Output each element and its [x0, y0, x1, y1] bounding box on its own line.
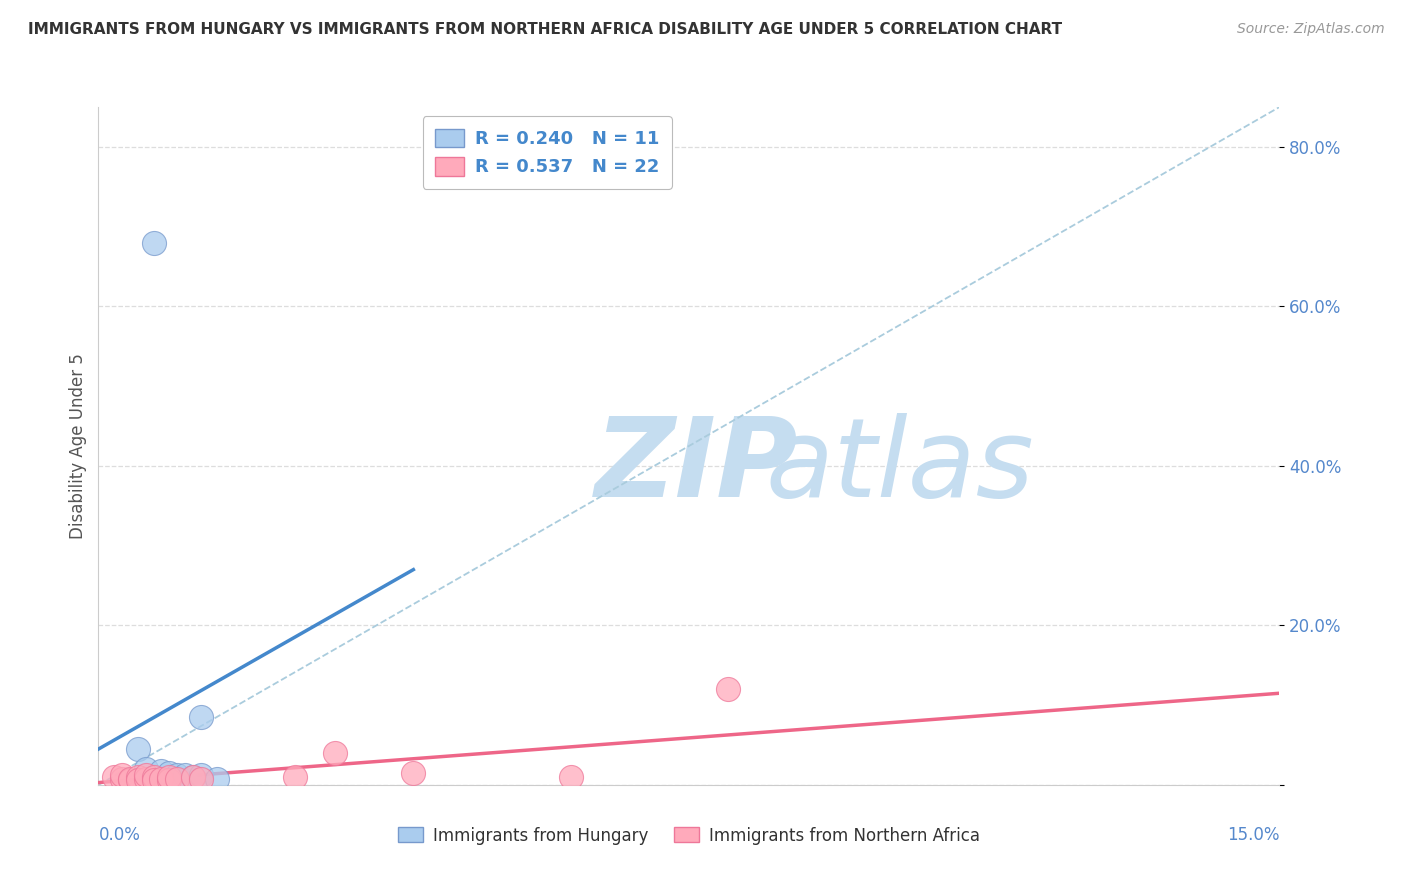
- Text: 0.0%: 0.0%: [98, 826, 141, 844]
- Point: [181, 770, 204, 784]
- Point: [157, 766, 180, 780]
- Point: [190, 772, 212, 786]
- Point: [205, 772, 228, 786]
- Point: [127, 773, 149, 788]
- Point: [181, 770, 204, 784]
- Point: [111, 768, 134, 782]
- Point: [717, 682, 740, 697]
- Text: 15.0%: 15.0%: [1227, 826, 1279, 844]
- Point: [157, 773, 180, 788]
- Point: [111, 772, 134, 786]
- Point: [560, 770, 582, 784]
- Point: [135, 762, 157, 776]
- Point: [118, 773, 141, 788]
- Point: [150, 764, 173, 778]
- Point: [157, 770, 180, 784]
- Point: [190, 768, 212, 782]
- Point: [135, 772, 157, 786]
- Point: [190, 710, 212, 724]
- Point: [135, 768, 157, 782]
- Point: [127, 770, 149, 784]
- Text: IMMIGRANTS FROM HUNGARY VS IMMIGRANTS FROM NORTHERN AFRICA DISABILITY AGE UNDER : IMMIGRANTS FROM HUNGARY VS IMMIGRANTS FR…: [28, 22, 1063, 37]
- Point: [142, 770, 165, 784]
- Point: [284, 770, 307, 784]
- Point: [103, 770, 125, 784]
- Text: Source: ZipAtlas.com: Source: ZipAtlas.com: [1237, 22, 1385, 37]
- Point: [174, 767, 197, 781]
- Point: [142, 773, 165, 788]
- Y-axis label: Disability Age Under 5: Disability Age Under 5: [69, 353, 87, 539]
- Point: [127, 742, 149, 756]
- Point: [166, 768, 188, 782]
- Point: [323, 746, 346, 760]
- Point: [166, 772, 188, 786]
- Point: [142, 235, 165, 250]
- Point: [402, 766, 425, 780]
- Point: [118, 772, 141, 786]
- Text: ZIP: ZIP: [595, 413, 799, 520]
- Text: atlas: atlas: [766, 413, 1035, 520]
- Legend: Immigrants from Hungary, Immigrants from Northern Africa: Immigrants from Hungary, Immigrants from…: [392, 820, 986, 851]
- Point: [150, 772, 173, 786]
